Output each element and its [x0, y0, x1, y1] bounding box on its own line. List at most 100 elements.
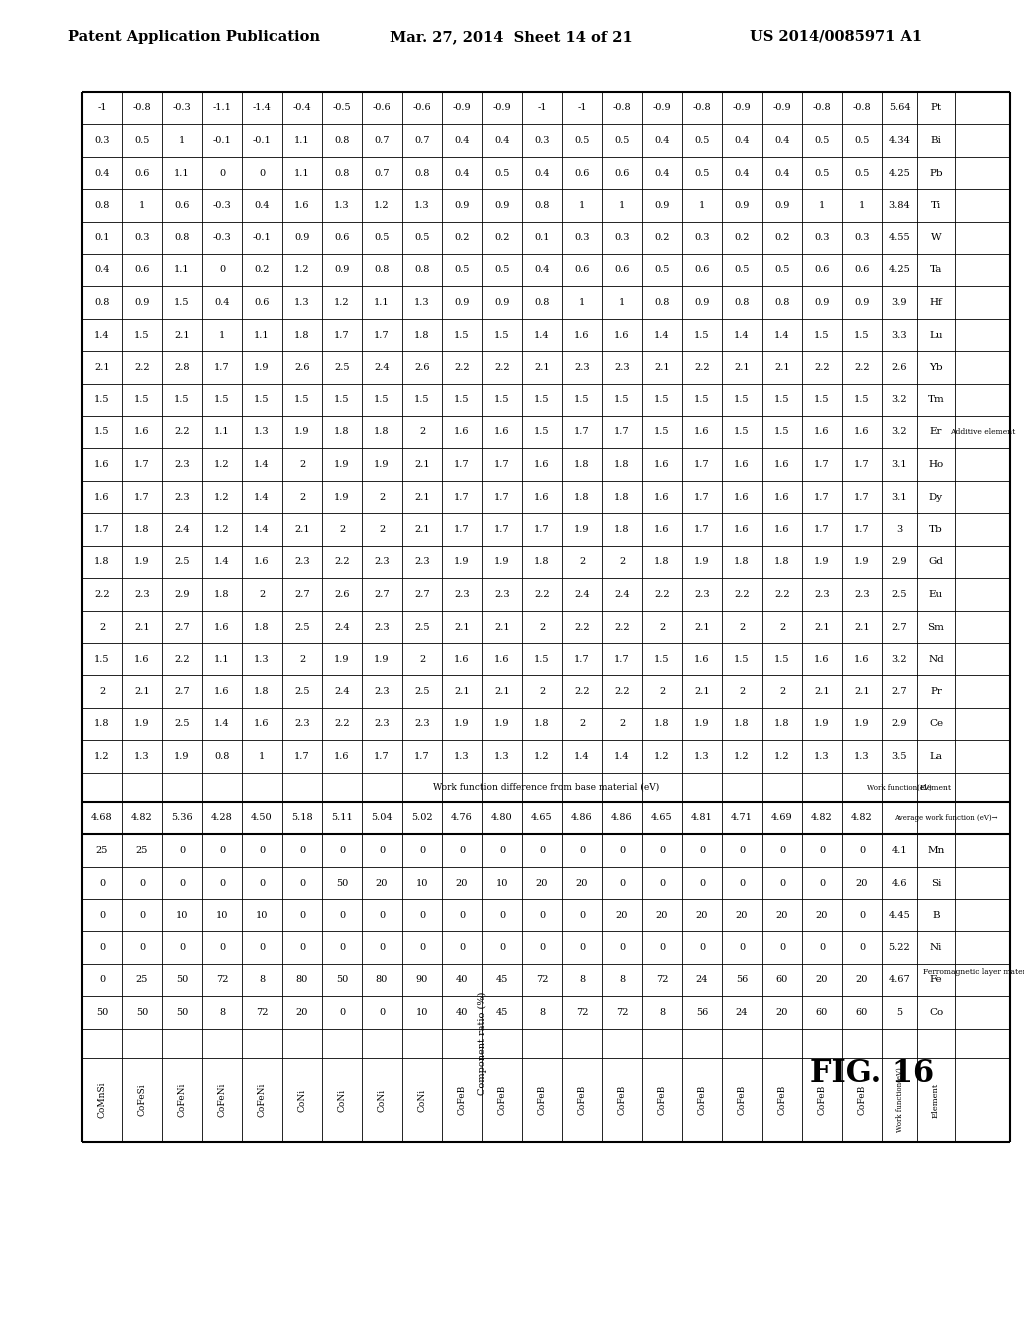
Text: 1.7: 1.7: [694, 492, 710, 502]
Text: Ce: Ce: [929, 719, 943, 729]
Text: 2: 2: [658, 686, 666, 696]
Text: 2: 2: [299, 459, 305, 469]
Text: 1.5: 1.5: [495, 330, 510, 339]
Text: 5.18: 5.18: [291, 813, 312, 822]
Text: Ferromagnetic layer material→: Ferromagnetic layer material→: [923, 968, 1024, 975]
Text: 2.2: 2.2: [694, 363, 710, 372]
Text: 0.4: 0.4: [654, 169, 670, 177]
Text: 2.2: 2.2: [334, 719, 350, 729]
Text: 2.3: 2.3: [495, 590, 510, 599]
Text: 2: 2: [99, 623, 105, 631]
Text: 2.1: 2.1: [694, 686, 710, 696]
Text: 2.1: 2.1: [814, 686, 829, 696]
Text: 2: 2: [618, 557, 625, 566]
Text: 0: 0: [219, 169, 225, 177]
Text: 1.7: 1.7: [495, 525, 510, 535]
Text: 1.9: 1.9: [455, 719, 470, 729]
Text: 1.4: 1.4: [94, 330, 110, 339]
Text: 1.7: 1.7: [814, 492, 829, 502]
Text: 1.4: 1.4: [214, 557, 229, 566]
Text: 0: 0: [459, 911, 465, 920]
Text: 1.7: 1.7: [614, 428, 630, 437]
Text: 0: 0: [739, 942, 745, 952]
Text: 1.2: 1.2: [774, 752, 790, 762]
Text: 2.5: 2.5: [174, 719, 189, 729]
Text: 0: 0: [459, 846, 465, 855]
Text: 20: 20: [856, 975, 868, 985]
Text: 2.2: 2.2: [774, 590, 790, 599]
Text: 4.45: 4.45: [889, 911, 910, 920]
Text: 0.6: 0.6: [574, 169, 590, 177]
Text: CoFeB: CoFeB: [777, 1085, 786, 1115]
Text: 1: 1: [859, 201, 865, 210]
Text: 2.1: 2.1: [734, 363, 750, 372]
Text: Nd: Nd: [928, 655, 944, 664]
Text: 1.9: 1.9: [254, 363, 269, 372]
Text: 1.8: 1.8: [574, 459, 590, 469]
Text: 1.6: 1.6: [654, 492, 670, 502]
Text: 1.6: 1.6: [654, 459, 670, 469]
Text: 1.1: 1.1: [174, 169, 189, 177]
Text: 1.6: 1.6: [774, 525, 790, 535]
Text: 20: 20: [296, 1008, 308, 1016]
Text: 0: 0: [139, 911, 145, 920]
Text: 2: 2: [618, 719, 625, 729]
Text: 0: 0: [219, 942, 225, 952]
Text: Dy: Dy: [929, 492, 943, 502]
Text: 2.1: 2.1: [455, 623, 470, 631]
Text: Work function(eV): Work function(eV): [896, 1068, 903, 1133]
Text: 5.04: 5.04: [371, 813, 393, 822]
Text: 1.6: 1.6: [254, 719, 269, 729]
Text: 2.7: 2.7: [174, 623, 189, 631]
Text: 1.6: 1.6: [94, 492, 110, 502]
Text: 3.9: 3.9: [892, 298, 907, 308]
Text: 0: 0: [419, 846, 425, 855]
Text: 1.8: 1.8: [734, 557, 750, 566]
Text: 1.7: 1.7: [854, 492, 869, 502]
Text: 1.5: 1.5: [134, 330, 150, 339]
Text: 1: 1: [179, 136, 185, 145]
Text: 2: 2: [658, 623, 666, 631]
Text: 1.6: 1.6: [134, 428, 150, 437]
Text: 0: 0: [499, 846, 505, 855]
Text: Bi: Bi: [931, 136, 941, 145]
Text: 1.5: 1.5: [854, 330, 869, 339]
Text: 2.7: 2.7: [414, 590, 430, 599]
Text: -0.8: -0.8: [853, 103, 871, 112]
Text: 0.3: 0.3: [614, 234, 630, 243]
Text: 0.9: 0.9: [774, 201, 790, 210]
Text: 0: 0: [859, 846, 865, 855]
Text: 1.8: 1.8: [734, 719, 750, 729]
Text: 2.4: 2.4: [374, 363, 390, 372]
Text: 1.5: 1.5: [174, 298, 189, 308]
Text: 1.6: 1.6: [734, 492, 750, 502]
Text: 0.4: 0.4: [94, 169, 110, 177]
Text: 0.7: 0.7: [374, 136, 390, 145]
Text: 72: 72: [615, 1008, 629, 1016]
Text: 1.5: 1.5: [814, 396, 829, 404]
Text: 0: 0: [379, 911, 385, 920]
Text: 0.2: 0.2: [774, 234, 790, 243]
Text: 80: 80: [376, 975, 388, 985]
Text: 1.7: 1.7: [574, 655, 590, 664]
Text: 0: 0: [658, 879, 665, 887]
Text: 1.7: 1.7: [374, 330, 390, 339]
Text: 1.3: 1.3: [254, 428, 269, 437]
Text: 2.6: 2.6: [294, 363, 309, 372]
Text: 1.6: 1.6: [734, 525, 750, 535]
Text: 1.5: 1.5: [254, 396, 269, 404]
Text: 2.9: 2.9: [174, 590, 189, 599]
Text: 1.6: 1.6: [654, 525, 670, 535]
Text: 2: 2: [579, 557, 585, 566]
Text: 1: 1: [219, 330, 225, 339]
Text: 2.2: 2.2: [614, 623, 630, 631]
Text: Element: Element: [920, 784, 952, 792]
Text: 50: 50: [176, 975, 188, 985]
Text: 0.1: 0.1: [94, 234, 110, 243]
Text: 2.3: 2.3: [614, 363, 630, 372]
Text: -0.5: -0.5: [333, 103, 351, 112]
Text: 0: 0: [779, 846, 785, 855]
Text: 0: 0: [579, 846, 585, 855]
Text: 2.1: 2.1: [294, 525, 310, 535]
Text: 2.4: 2.4: [334, 623, 350, 631]
